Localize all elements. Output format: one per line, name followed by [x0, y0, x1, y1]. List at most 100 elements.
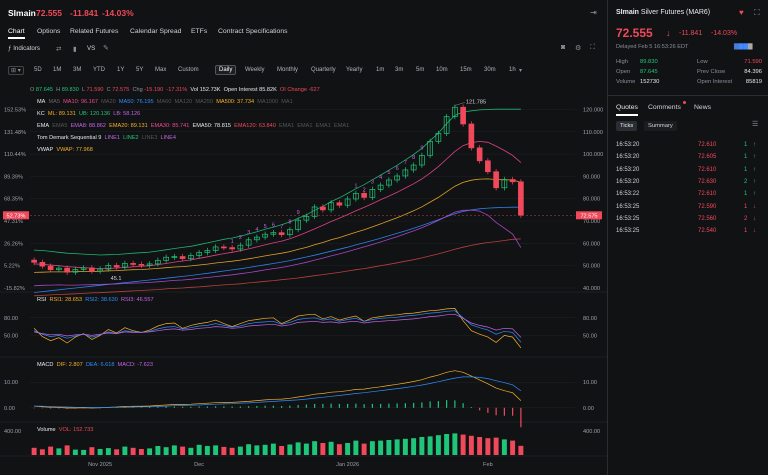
favorite-heart-icon[interactable]: ♥	[739, 8, 744, 17]
vwap-legend[interactable]: VWAP VWAP: 77.968	[37, 147, 93, 153]
subtab-summary[interactable]: Summary	[644, 121, 677, 131]
ma-legend[interactable]: MA MA5 MA10: 96.167 MA20 MA50: 76.195 MA…	[37, 99, 293, 105]
candle-up	[254, 236, 260, 241]
interval-15m[interactable]: 15m	[460, 67, 472, 73]
stat-volume-value: 152730	[640, 79, 660, 85]
rsi2-value: RSI2: 38.630	[85, 297, 118, 303]
menu-list-icon[interactable]: ☰	[752, 121, 759, 128]
vs-button[interactable]: VS	[87, 45, 96, 52]
collapse-panel-icon[interactable]: ⇥	[590, 8, 597, 17]
market-icon-2: ▇	[743, 44, 748, 50]
macd-legend[interactable]: MACD DIF: 2.807 DEA: 6.618 MACD: -7.623	[37, 362, 153, 368]
volume-bar-up	[163, 447, 169, 455]
camera-icon[interactable]: ◙	[561, 44, 566, 51]
subtab-ticks[interactable]: Ticks	[616, 121, 638, 131]
rsi1-value: RSI1: 28.653	[49, 297, 83, 303]
candle-up	[328, 202, 334, 211]
interval-1m[interactable]: 1m	[376, 67, 385, 73]
tab-calendar-spread[interactable]: Calendar Spread	[130, 28, 182, 35]
period-5d[interactable]: 5D	[34, 67, 42, 73]
candle-type-icon[interactable]: ▮	[73, 46, 77, 53]
compare-icon[interactable]: ⇄	[56, 46, 62, 53]
tab-news[interactable]: News	[694, 104, 711, 111]
tick-qty: 1	[744, 203, 748, 210]
interval-10m[interactable]: 10m	[436, 67, 448, 73]
volume-bar-up	[353, 440, 359, 455]
right-axis-tick: 100.000	[583, 152, 603, 158]
interval-3m[interactable]: 3m	[395, 67, 404, 73]
period-custom[interactable]: Custom	[178, 67, 199, 73]
indicator-line-ma10	[34, 140, 522, 270]
candle-up	[188, 255, 194, 259]
interval-1h[interactable]: 1h	[509, 67, 516, 73]
candle-up	[163, 256, 169, 261]
quote-panel: SImain Silver Futures (MAR6) ♥ ⛶ 72.555 …	[608, 0, 768, 475]
td-legend[interactable]: Tom Demark Sequential 9 LINE1 LINE2 LINE…	[37, 135, 176, 141]
header-change-pct: -14.03%	[102, 8, 134, 18]
price-chart[interactable]: 120.000 152.53% 110.000 131.48% 100.000 110.4…	[0, 0, 607, 475]
tab-related-futures[interactable]: Related Futures	[70, 28, 119, 35]
macd-bar-up	[231, 406, 233, 408]
tab-comments[interactable]: Comments	[648, 104, 681, 111]
macd-bar-up	[116, 407, 118, 409]
quote-change-pct: -14.03%	[711, 30, 738, 37]
kc-legend[interactable]: KC ML: 89.131 UB: 120.136 LB: 58.126	[37, 111, 140, 117]
td-count-label: 1	[354, 183, 357, 189]
tab-contract-specifications[interactable]: Contract Specifications	[218, 28, 288, 35]
candle-down	[509, 179, 516, 183]
tick-price: 72.540	[698, 228, 717, 235]
quote-change: -11.841	[679, 30, 703, 37]
td-line2: LINE2	[123, 135, 139, 141]
ema-legend[interactable]: EMA EMA5 EMA8: 88.862 EMA20: 89.131 EMA3…	[37, 123, 349, 129]
interval-30m[interactable]: 30m	[484, 67, 496, 73]
indicators-button[interactable]: ƒ Indicators	[8, 45, 40, 52]
candle-down	[31, 259, 37, 263]
tab-etfs[interactable]: ETFs	[191, 28, 208, 35]
tick-row: 16:53:25 72.540 1 ↓	[616, 228, 762, 236]
stat-low-label: Low	[697, 59, 708, 65]
tab-quotes[interactable]: Quotes	[616, 104, 638, 111]
volume-bar-up	[435, 435, 441, 455]
fullscreen-icon[interactable]: ⛶	[590, 44, 595, 51]
volume-bar-up	[452, 433, 458, 455]
volume-bar-up	[213, 445, 219, 455]
candle-up	[262, 233, 268, 238]
macd-left-tick: 0.00	[4, 406, 15, 412]
period-max[interactable]: Max	[155, 67, 167, 73]
rsi-legend[interactable]: RSI RSI1: 28.653 RSI2: 38.630 RSI3: 46.5…	[37, 297, 154, 303]
candle-down	[476, 147, 483, 162]
interval-daily[interactable]: Daily	[215, 65, 237, 75]
interval-yearly[interactable]: Yearly	[346, 67, 363, 73]
rsi-right-tick: 80.00	[583, 316, 597, 322]
macd-bar-up	[165, 406, 167, 408]
candle-up	[56, 267, 62, 271]
interval-quarterly[interactable]: Quarterly	[311, 67, 336, 73]
macd-bar-down	[50, 407, 52, 409]
volume-bar-down	[468, 435, 474, 455]
macd-bar-up	[256, 405, 258, 408]
interval-dropdown-icon[interactable]: ▾	[519, 68, 523, 74]
interval-5m[interactable]: 5m	[416, 67, 425, 73]
fullscreen-quote-icon[interactable]: ⛶	[754, 8, 760, 17]
candle-up	[80, 267, 87, 270]
period-5y[interactable]: 5Y	[136, 67, 144, 73]
period-ytd[interactable]: YTD	[93, 67, 105, 73]
period-1m[interactable]: 1M	[53, 67, 62, 73]
draw-pen-icon[interactable]: ✎	[103, 45, 109, 52]
volume-bar-up	[402, 438, 408, 455]
interval-monthly[interactable]: Monthly	[277, 67, 299, 73]
layout-icon[interactable]: ⊞ ▾	[8, 66, 24, 75]
volume-bar-down	[64, 445, 70, 455]
tab-options[interactable]: Options	[37, 28, 61, 35]
period-1y[interactable]: 1Y	[117, 67, 125, 73]
macd-right-tick: 10.00	[583, 380, 597, 386]
period-3m[interactable]: 3M	[73, 67, 82, 73]
candle-down	[320, 206, 326, 211]
interval-weekly[interactable]: Weekly	[245, 67, 265, 73]
settings-icon[interactable]: ⚙	[575, 45, 582, 52]
volume-legend[interactable]: Volume VOL: 152.733	[37, 427, 93, 433]
td-count-label: 9	[297, 210, 300, 216]
current-pct-label: 52.73%	[7, 213, 26, 219]
tab-chart[interactable]: Chart	[8, 28, 25, 35]
macd-bar-up	[248, 406, 250, 408]
